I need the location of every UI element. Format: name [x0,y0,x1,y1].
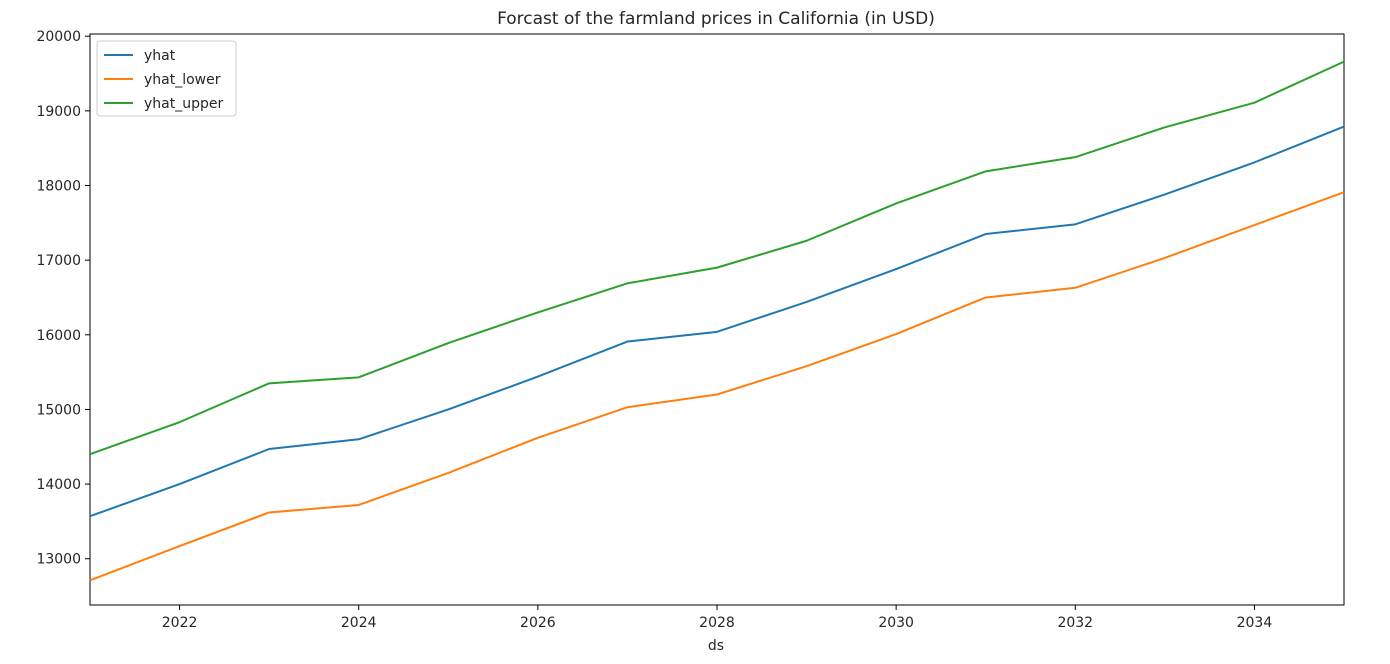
legend-label-yhat-upper: yhat_upper [144,96,223,112]
x-tick-label: 2022 [162,615,198,631]
series-lines [89,60,1345,582]
y-tick-label: 14000 [36,477,81,493]
x-tick-label: 2032 [1057,615,1093,631]
x-axis-label: ds [708,638,724,654]
y-axis: 13000 14000 15000 16000 17000 18000 19000 20000 [36,29,90,568]
x-axis: 2022 2024 2026 2028 2030 2032 2034 [162,605,1273,631]
legend-label-yhat: yhat [144,48,176,64]
series-line-yhat [89,125,1345,518]
plot-area-frame [89,33,1345,606]
y-tick-label: 18000 [36,179,81,195]
x-tick-label: 2028 [699,615,735,631]
x-tick-label: 2034 [1237,615,1273,631]
y-tick-label: 17000 [36,253,81,269]
y-tick-label: 15000 [36,402,81,418]
series-line-yhat-lower [89,191,1345,582]
y-tick-label: 16000 [36,328,81,344]
y-tick-label: 13000 [36,552,81,568]
series-line-yhat-upper [89,60,1345,456]
y-tick-label: 20000 [36,29,81,45]
legend: yhat yhat_lower yhat_upper [96,40,237,117]
x-tick-label: 2030 [878,615,914,631]
legend-label-yhat-lower: yhat_lower [144,72,221,88]
chart-title: Forcast of the farmland prices in Califo… [497,9,935,29]
y-tick-label: 19000 [36,104,81,120]
x-tick-label: 2026 [520,615,556,631]
x-tick-label: 2024 [341,615,377,631]
legend-box [96,40,237,117]
